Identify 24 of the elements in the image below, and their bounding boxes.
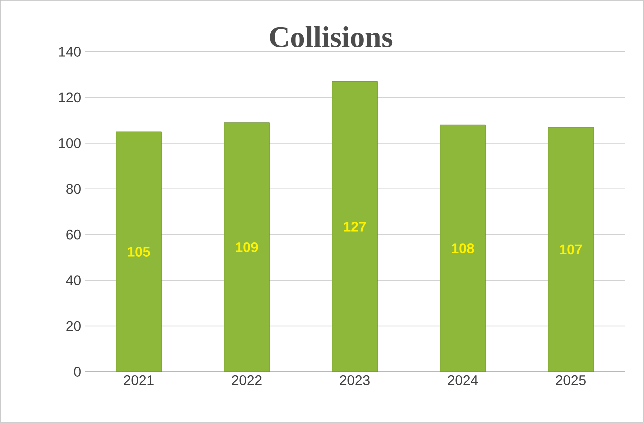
y-tick-label: 40 xyxy=(66,276,81,286)
x-tick-label: 2025 xyxy=(556,376,586,386)
y-tick-label: 60 xyxy=(66,230,81,240)
x-tick-label: 2023 xyxy=(340,376,370,386)
y-tick-label: 100 xyxy=(59,138,81,148)
y-tick-label: 140 xyxy=(59,47,81,57)
bar xyxy=(332,82,378,372)
bar xyxy=(116,132,162,372)
y-tick-label: 80 xyxy=(66,184,81,194)
y-tick-label: 120 xyxy=(59,92,81,103)
bar xyxy=(548,127,594,372)
data-label: 109 xyxy=(236,242,258,252)
data-label: 127 xyxy=(344,222,366,232)
bar xyxy=(440,124,486,372)
data-label: 107 xyxy=(560,244,582,255)
chart-title: Collisions xyxy=(270,26,393,48)
x-tick-label: 2022 xyxy=(232,376,262,386)
x-tick-label: 2024 xyxy=(448,376,478,386)
x-tick-label: 2021 xyxy=(124,376,154,386)
data-label: 108 xyxy=(452,244,474,254)
bar xyxy=(224,122,270,372)
y-tick-label: 20 xyxy=(66,321,81,332)
y-tick-label: 0 xyxy=(74,367,81,377)
data-label: 105 xyxy=(128,247,150,257)
